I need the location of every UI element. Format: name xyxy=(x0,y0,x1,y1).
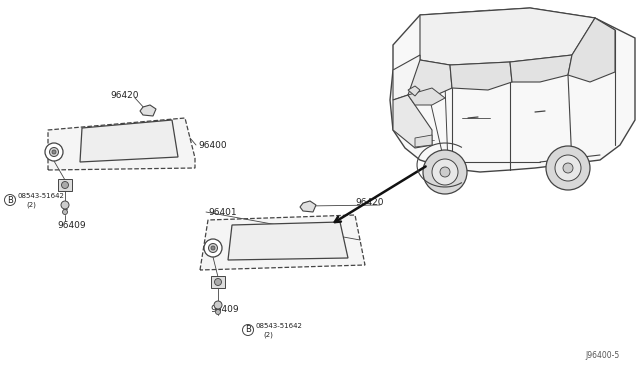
Polygon shape xyxy=(80,120,178,162)
Polygon shape xyxy=(415,135,432,147)
Circle shape xyxy=(432,159,458,185)
Polygon shape xyxy=(200,215,365,270)
Circle shape xyxy=(214,279,221,285)
Polygon shape xyxy=(48,118,195,170)
Polygon shape xyxy=(510,55,572,82)
Circle shape xyxy=(563,163,573,173)
Text: 08543-51642: 08543-51642 xyxy=(18,193,65,199)
Text: 96420: 96420 xyxy=(110,90,138,99)
Text: 96420: 96420 xyxy=(355,198,383,206)
Circle shape xyxy=(423,150,467,194)
Polygon shape xyxy=(408,86,420,96)
Circle shape xyxy=(49,148,58,157)
Text: 96409: 96409 xyxy=(57,221,86,230)
Circle shape xyxy=(546,146,590,190)
Circle shape xyxy=(440,167,450,177)
Text: (2): (2) xyxy=(263,332,273,338)
Circle shape xyxy=(209,244,218,253)
Polygon shape xyxy=(300,201,316,212)
Circle shape xyxy=(216,310,221,314)
Polygon shape xyxy=(228,222,348,260)
Polygon shape xyxy=(408,60,452,100)
Bar xyxy=(58,179,72,191)
Polygon shape xyxy=(568,18,615,82)
Circle shape xyxy=(63,209,67,215)
Text: B: B xyxy=(7,196,13,205)
Text: B: B xyxy=(245,326,251,334)
Circle shape xyxy=(214,301,222,309)
Polygon shape xyxy=(390,8,635,172)
Polygon shape xyxy=(408,88,445,105)
Circle shape xyxy=(211,246,215,250)
Circle shape xyxy=(204,239,222,257)
Polygon shape xyxy=(140,105,156,116)
Circle shape xyxy=(555,155,581,181)
Circle shape xyxy=(61,201,69,209)
Polygon shape xyxy=(393,55,448,100)
Bar xyxy=(211,276,225,288)
Polygon shape xyxy=(420,8,595,65)
Polygon shape xyxy=(450,62,512,90)
Text: J96400-5: J96400-5 xyxy=(586,351,620,360)
Text: 96409: 96409 xyxy=(210,305,239,314)
Circle shape xyxy=(45,143,63,161)
Text: 08543-51642: 08543-51642 xyxy=(255,323,302,329)
Text: (2): (2) xyxy=(26,202,36,208)
Text: 96401: 96401 xyxy=(208,208,237,217)
Circle shape xyxy=(52,150,56,154)
Text: 96400: 96400 xyxy=(198,141,227,150)
Circle shape xyxy=(61,182,68,189)
Polygon shape xyxy=(393,95,432,148)
